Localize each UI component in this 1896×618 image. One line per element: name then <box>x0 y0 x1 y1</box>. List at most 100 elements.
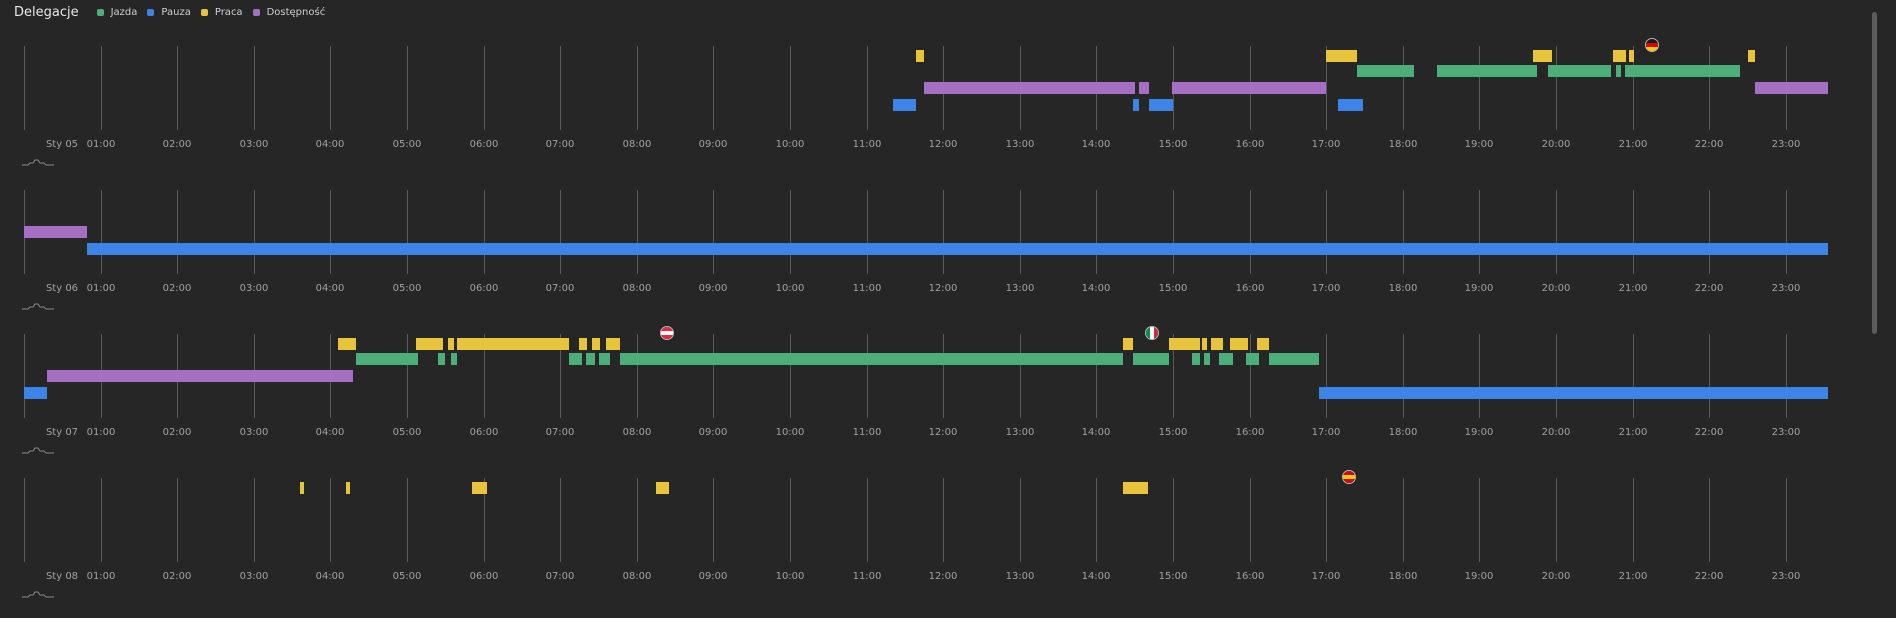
hour-tick-label: 09:00 <box>698 283 728 294</box>
avail-segment[interactable] <box>1138 82 1149 94</box>
flag-it-icon[interactable] <box>1144 326 1159 340</box>
hour-tick-label: 14:00 <box>1081 139 1111 150</box>
activity-sparkline-icon[interactable] <box>22 158 54 166</box>
drive-segment[interactable] <box>1219 353 1233 365</box>
drive-segment[interactable] <box>1133 353 1170 365</box>
drive-segment[interactable] <box>1356 65 1415 77</box>
drive-segment[interactable] <box>1624 65 1740 77</box>
hour-tick-label: 04:00 <box>315 427 345 438</box>
pause-segment[interactable] <box>893 99 917 111</box>
hour-tick-label: 12:00 <box>928 139 958 150</box>
grid-line <box>484 46 485 130</box>
work-segment[interactable] <box>1211 338 1223 350</box>
work-segment[interactable] <box>338 338 356 350</box>
work-segment[interactable] <box>916 50 925 62</box>
drive-segment[interactable] <box>1268 353 1319 365</box>
day-row: Sty 07 01:00 02:00 03:00 04:00 05:00 06:00 07:0… <box>0 326 1880 474</box>
flag-at-icon[interactable] <box>660 326 675 340</box>
drive-segment[interactable] <box>437 353 446 365</box>
legend-item-drive[interactable]: Jazda <box>96 6 138 18</box>
work-segment[interactable] <box>1230 338 1248 350</box>
grid-line <box>1709 334 1710 418</box>
hour-tick-label: 20:00 <box>1541 571 1571 582</box>
drive-segment[interactable] <box>569 353 582 365</box>
work-segment[interactable] <box>345 482 351 494</box>
legend-item-pause[interactable]: Pauza <box>147 7 191 18</box>
grid-line <box>1479 190 1480 274</box>
grid-line <box>1096 334 1097 418</box>
legend-item-work[interactable]: Praca <box>200 7 243 18</box>
legend-item-avail[interactable]: Dostępność <box>252 7 325 18</box>
activity-sparkline-icon[interactable] <box>22 446 54 454</box>
grid-line <box>177 190 178 274</box>
pause-segment[interactable] <box>1337 99 1363 111</box>
work-segment[interactable] <box>1613 50 1627 62</box>
work-segment[interactable] <box>1326 50 1357 62</box>
grid-line <box>1173 334 1174 418</box>
day-row: Sty 05 01:00 02:00 03:00 04:00 05:00 06:00 07:0… <box>0 38 1880 186</box>
work-segment[interactable] <box>606 338 620 350</box>
work-segment[interactable] <box>1747 50 1756 62</box>
work-segment[interactable] <box>1123 482 1149 494</box>
avail-segment[interactable] <box>1755 82 1828 94</box>
grid-line <box>637 334 638 418</box>
pause-segment[interactable] <box>1148 99 1173 111</box>
drive-segment[interactable] <box>1192 353 1200 365</box>
day-label: Sty 07 <box>45 427 79 438</box>
flag-es-icon[interactable] <box>1342 470 1357 484</box>
vertical-scrollbar[interactable] <box>1872 12 1877 334</box>
avail-segment[interactable] <box>924 82 1135 94</box>
flag-de-icon[interactable] <box>1644 38 1659 52</box>
grid-line <box>407 334 408 418</box>
hour-tick-label: 14:00 <box>1081 571 1111 582</box>
drive-segment[interactable] <box>355 353 419 365</box>
drive-segment[interactable] <box>1245 353 1259 365</box>
work-segment[interactable] <box>1169 338 1200 350</box>
drive-segment[interactable] <box>1615 65 1622 77</box>
grid-line <box>1556 46 1557 130</box>
hour-tick-label: 10:00 <box>775 283 805 294</box>
work-segment[interactable] <box>1628 50 1635 62</box>
grid-line <box>1403 190 1404 274</box>
work-segment[interactable] <box>456 338 570 350</box>
work-segment[interactable] <box>1257 338 1269 350</box>
grid-line <box>1633 190 1634 274</box>
pause-segment[interactable] <box>24 387 47 399</box>
work-segment[interactable] <box>472 482 488 494</box>
hour-tick-label: 13:00 <box>1005 139 1035 150</box>
drive-segment[interactable] <box>585 353 595 365</box>
grid-line <box>407 190 408 274</box>
work-segment[interactable] <box>299 482 304 494</box>
drive-segment[interactable] <box>598 353 610 365</box>
grid-line <box>1556 334 1557 418</box>
work-segment[interactable] <box>1202 338 1208 350</box>
drive-segment[interactable] <box>619 353 1124 365</box>
avail-segment[interactable] <box>24 226 87 238</box>
hour-tick-label: 02:00 <box>162 571 192 582</box>
work-segment[interactable] <box>447 338 455 350</box>
activity-sparkline-icon[interactable] <box>22 590 54 598</box>
work-segment[interactable] <box>655 482 669 494</box>
hour-tick-label: 03:00 <box>239 283 269 294</box>
hour-tick-label: 23:00 <box>1771 139 1801 150</box>
hour-tick-label: 09:00 <box>698 571 728 582</box>
drive-segment[interactable] <box>451 353 457 365</box>
hour-tick-label: 22:00 <box>1694 283 1724 294</box>
pause-segment[interactable] <box>1318 387 1828 399</box>
drive-segment[interactable] <box>1437 65 1537 77</box>
grid-line <box>637 46 638 130</box>
work-segment[interactable] <box>1123 338 1134 350</box>
avail-segment[interactable] <box>1171 82 1327 94</box>
work-segment[interactable] <box>416 338 443 350</box>
work-segment[interactable] <box>592 338 601 350</box>
legend-label: Jazda <box>110 6 138 18</box>
pause-segment[interactable] <box>86 243 1828 255</box>
avail-segment[interactable] <box>47 370 354 382</box>
work-segment[interactable] <box>579 338 587 350</box>
pause-segment[interactable] <box>1133 99 1140 111</box>
drive-segment[interactable] <box>1203 353 1210 365</box>
work-segment[interactable] <box>1533 50 1553 62</box>
hour-tick-label: 21:00 <box>1618 283 1648 294</box>
activity-sparkline-icon[interactable] <box>22 302 54 310</box>
drive-segment[interactable] <box>1548 65 1612 77</box>
